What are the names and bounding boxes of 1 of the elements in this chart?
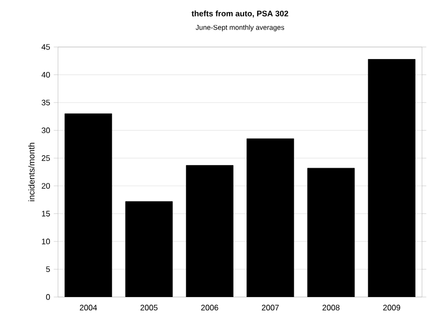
y-axis-title: incidents/month xyxy=(28,142,35,202)
